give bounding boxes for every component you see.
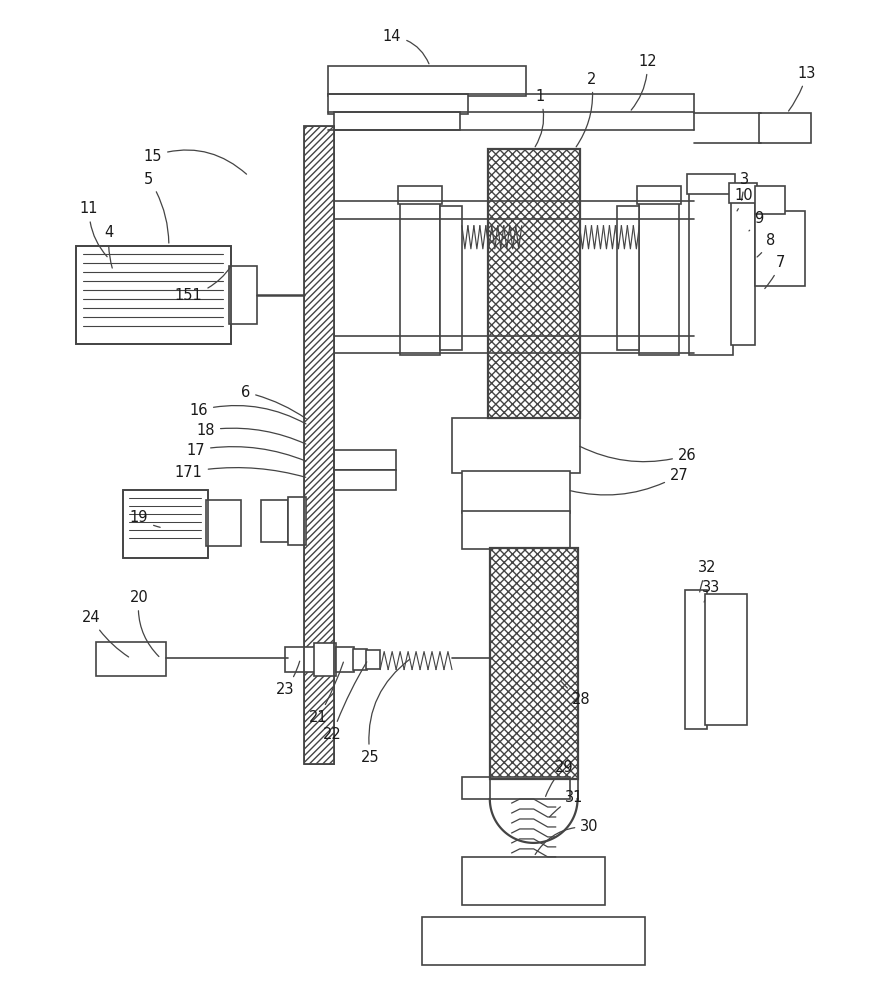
Bar xyxy=(462,471,569,513)
Bar xyxy=(261,500,289,542)
Text: 32: 32 xyxy=(698,560,717,592)
Text: 27: 27 xyxy=(570,468,689,495)
Bar xyxy=(689,191,733,355)
Text: 11: 11 xyxy=(80,201,107,257)
Bar xyxy=(440,206,462,350)
Bar xyxy=(334,450,396,470)
Bar xyxy=(755,186,785,214)
Text: 17: 17 xyxy=(187,443,306,461)
Bar xyxy=(304,126,334,764)
Text: 29: 29 xyxy=(546,760,574,796)
Bar xyxy=(337,647,354,672)
Text: 30: 30 xyxy=(535,819,599,854)
Text: 19: 19 xyxy=(130,510,160,527)
Bar xyxy=(462,777,569,799)
Bar xyxy=(759,113,811,143)
Text: 6: 6 xyxy=(241,385,306,419)
Bar xyxy=(304,126,334,764)
Text: 24: 24 xyxy=(82,610,129,657)
Bar xyxy=(206,500,241,546)
Text: 151: 151 xyxy=(175,266,231,303)
Bar xyxy=(329,94,468,114)
Text: 14: 14 xyxy=(383,29,429,64)
Text: 28: 28 xyxy=(562,682,591,707)
Text: 23: 23 xyxy=(276,661,300,697)
Text: 5: 5 xyxy=(144,172,169,243)
Text: 1: 1 xyxy=(535,89,544,147)
Bar xyxy=(96,642,166,676)
Text: 18: 18 xyxy=(196,423,306,444)
Bar xyxy=(462,857,605,905)
Bar xyxy=(705,594,747,725)
Text: 21: 21 xyxy=(309,662,344,725)
Bar xyxy=(366,650,380,669)
Bar xyxy=(289,497,306,545)
Bar xyxy=(353,649,367,670)
Bar xyxy=(731,201,755,345)
Bar xyxy=(639,201,679,355)
Bar xyxy=(228,266,256,324)
Text: 16: 16 xyxy=(189,403,306,424)
Bar xyxy=(329,66,526,96)
Bar xyxy=(334,470,396,490)
Text: 171: 171 xyxy=(175,465,306,480)
Bar xyxy=(399,186,442,204)
Bar xyxy=(123,490,208,558)
Text: 7: 7 xyxy=(765,255,786,289)
Text: 25: 25 xyxy=(361,659,410,765)
Text: 12: 12 xyxy=(631,54,657,110)
Text: 8: 8 xyxy=(757,233,775,257)
Text: 2: 2 xyxy=(576,72,596,147)
Bar xyxy=(315,643,337,676)
Bar xyxy=(76,246,231,344)
Text: 3: 3 xyxy=(739,172,748,200)
Bar xyxy=(285,647,316,672)
Bar xyxy=(729,183,757,203)
Bar xyxy=(490,548,577,779)
Bar xyxy=(123,490,208,558)
Bar xyxy=(490,548,577,779)
Bar xyxy=(487,149,580,418)
Bar xyxy=(76,246,231,344)
Bar xyxy=(685,590,707,729)
Bar xyxy=(422,917,645,965)
Text: 33: 33 xyxy=(702,580,720,602)
Text: 26: 26 xyxy=(580,446,697,463)
Text: 15: 15 xyxy=(144,149,247,174)
Bar xyxy=(452,418,580,473)
Text: 13: 13 xyxy=(788,66,816,111)
Bar xyxy=(334,112,460,130)
Text: 9: 9 xyxy=(749,211,764,231)
Bar xyxy=(487,149,580,418)
Bar xyxy=(400,201,440,355)
Text: 20: 20 xyxy=(130,590,159,657)
Text: 31: 31 xyxy=(549,790,583,817)
Bar xyxy=(637,186,681,204)
Text: 22: 22 xyxy=(323,662,367,742)
Text: 4: 4 xyxy=(105,225,113,268)
Bar xyxy=(755,211,805,286)
Text: 10: 10 xyxy=(735,188,753,211)
Bar xyxy=(687,174,735,194)
Bar xyxy=(462,511,569,549)
Bar xyxy=(617,206,639,350)
